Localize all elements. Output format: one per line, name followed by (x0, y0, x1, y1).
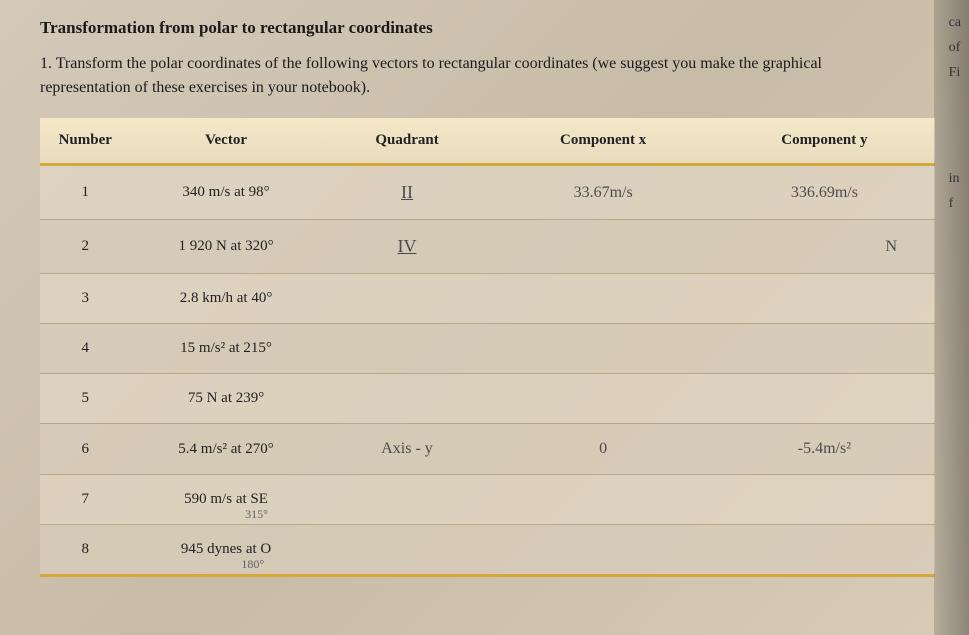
cell-quadrant (322, 525, 493, 576)
table-row: 6 5.4 m/s² at 270° Axis - y 0 -5.4m/s² (40, 424, 935, 475)
cell-number: 3 (40, 274, 131, 324)
cell-number: 6 (40, 424, 131, 475)
section-title: Transformation from polar to rectangular… (40, 18, 939, 38)
cell-number: 1 (40, 165, 131, 220)
cell-number: 7 (40, 475, 131, 525)
cell-quadrant (322, 374, 493, 424)
handwritten-compy: N (885, 238, 897, 256)
cell-compy (714, 274, 935, 324)
cell-vector: 2.8 km/h at 40° (131, 274, 322, 324)
cell-compx (493, 475, 714, 525)
handwritten-quadrant: II (401, 182, 413, 202)
cell-vector: 5.4 m/s² at 270° (131, 424, 322, 475)
cell-compx (493, 525, 714, 576)
table-row: 2 1 920 N at 320° IV N (40, 220, 935, 274)
cell-compy: 336.69m/s (714, 165, 935, 220)
instruction-text: 1. Transform the polar coordinates of th… (40, 52, 910, 100)
cell-compx: 0 (493, 424, 714, 475)
handwritten-compx: 0 (599, 440, 607, 457)
handwritten-annotation: 180° (241, 557, 264, 572)
cell-number: 5 (40, 374, 131, 424)
cell-quadrant: Axis - y (322, 424, 493, 475)
cell-vector: 590 m/s at SE 315° (131, 475, 322, 525)
cell-compy (714, 525, 935, 576)
cell-number: 4 (40, 324, 131, 374)
table-row: 7 590 m/s at SE 315° (40, 475, 935, 525)
vector-text: 590 m/s at SE (184, 491, 268, 507)
col-header-number: Number (40, 118, 131, 165)
cell-compx (493, 274, 714, 324)
handwritten-quadrant: Axis - y (381, 440, 433, 457)
edge-text-fragments: ca of Fi in f (949, 10, 961, 216)
table-row: 4 15 m/s² at 215° (40, 324, 935, 374)
cell-compy: N (714, 220, 935, 274)
cell-quadrant (322, 475, 493, 525)
cell-compx (493, 324, 714, 374)
col-header-compx: Component x (493, 118, 714, 165)
table-row: 3 2.8 km/h at 40° (40, 274, 935, 324)
vector-text: 945 dynes at O (181, 541, 271, 557)
cell-quadrant: II (322, 165, 493, 220)
table-row: 5 75 N at 239° (40, 374, 935, 424)
table-row: 1 340 m/s at 98° II 33.67m/s 336.69m/s (40, 165, 935, 220)
cell-number: 8 (40, 525, 131, 576)
cell-vector: 945 dynes at O 180° (131, 525, 322, 576)
cell-compy (714, 475, 935, 525)
edge-frag: Fi (949, 60, 961, 85)
cell-compx (493, 374, 714, 424)
table-body: 1 340 m/s at 98° II 33.67m/s 336.69m/s 2… (40, 165, 935, 576)
cell-number: 2 (40, 220, 131, 274)
table-row: 8 945 dynes at O 180° (40, 525, 935, 576)
edge-frag: of (949, 35, 961, 60)
cell-quadrant: IV (322, 220, 493, 274)
table-header-row: Number Vector Quadrant Component x Compo… (40, 118, 935, 165)
cell-quadrant (322, 274, 493, 324)
cell-vector: 1 920 N at 320° (131, 220, 322, 274)
coordinates-table: Number Vector Quadrant Component x Compo… (40, 118, 935, 577)
cell-compy: -5.4m/s² (714, 424, 935, 475)
handwritten-annotation: 315° (245, 507, 268, 522)
col-header-quadrant: Quadrant (322, 118, 493, 165)
edge-frag: ca (949, 10, 961, 35)
handwritten-quadrant: IV (398, 236, 417, 256)
handwritten-compx: 33.67m/s (574, 184, 633, 201)
edge-frag: f (949, 191, 961, 216)
cell-vector: 340 m/s at 98° (131, 165, 322, 220)
handwritten-compy: -5.4m/s² (798, 440, 851, 457)
cell-compx (493, 220, 714, 274)
edge-frag: in (949, 166, 961, 191)
cell-vector: 15 m/s² at 215° (131, 324, 322, 374)
cell-compx: 33.67m/s (493, 165, 714, 220)
cell-vector: 75 N at 239° (131, 374, 322, 424)
handwritten-compy: 336.69m/s (791, 184, 858, 201)
cell-quadrant (322, 324, 493, 374)
col-header-vector: Vector (131, 118, 322, 165)
cell-compy (714, 374, 935, 424)
col-header-compy: Component y (714, 118, 935, 165)
cell-compy (714, 324, 935, 374)
